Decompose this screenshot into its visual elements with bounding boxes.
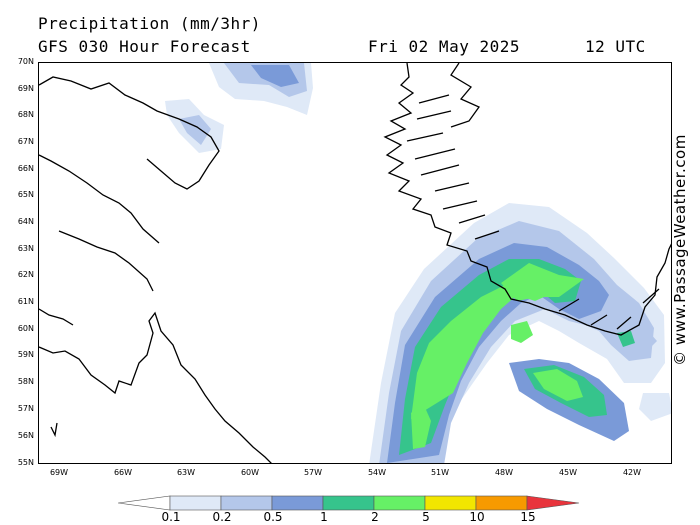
lat-label: 55N bbox=[17, 458, 34, 467]
precip-area-main-peak bbox=[411, 275, 553, 419]
lat-label: 64N bbox=[17, 217, 34, 226]
colorbar-label: 0.5 bbox=[263, 510, 283, 524]
colorbar-label: 0.1 bbox=[161, 510, 181, 524]
lat-label: 69N bbox=[17, 84, 34, 93]
lat-label: 60N bbox=[17, 324, 34, 333]
coast-greenland-fjords bbox=[406, 94, 660, 330]
lat-label: 56N bbox=[17, 431, 34, 440]
map-canvas bbox=[39, 63, 671, 463]
coast-small-island bbox=[50, 422, 58, 438]
lat-label: 58N bbox=[17, 377, 34, 386]
colorbar-label: 0.2 bbox=[212, 510, 232, 524]
lon-label: 63W bbox=[176, 468, 196, 477]
lat-label: 59N bbox=[17, 350, 34, 359]
precip-area-north-peak bbox=[251, 65, 299, 87]
lon-label: 42W bbox=[622, 468, 642, 477]
colorbar-cell bbox=[169, 495, 222, 511]
lat-label: 68N bbox=[17, 110, 34, 119]
chart-title: Precipitation (mm/3hr) bbox=[38, 14, 261, 33]
precipitation-map bbox=[38, 62, 672, 464]
lon-label: 51W bbox=[430, 468, 450, 477]
colorbar-cell bbox=[475, 495, 528, 511]
forecast-date: Fri 02 May 2025 bbox=[368, 37, 520, 56]
lat-label: 62N bbox=[17, 270, 34, 279]
colorbar-cell bbox=[373, 495, 426, 511]
colorbar bbox=[118, 495, 580, 511]
lon-label: 45W bbox=[558, 468, 578, 477]
colorbar-cell bbox=[322, 495, 375, 511]
coast-baffin-north bbox=[39, 76, 220, 190]
precip-area-main-high bbox=[399, 259, 581, 455]
lon-label: 54W bbox=[367, 468, 387, 477]
lat-label: 70N bbox=[17, 57, 34, 66]
colorbar-label: 10 bbox=[469, 510, 485, 524]
coast-labrador bbox=[39, 311, 272, 463]
colorbar-label: 1 bbox=[320, 510, 328, 524]
precip-area-ridge bbox=[501, 263, 584, 301]
forecast-time: 12 UTC bbox=[585, 37, 646, 56]
colorbar-cell bbox=[271, 495, 324, 511]
coast-greenland-east bbox=[450, 63, 480, 128]
coast-hudson-strait bbox=[39, 308, 74, 326]
precip-area-east-lobe-peak bbox=[533, 369, 583, 401]
colorbar-label: 5 bbox=[422, 510, 430, 524]
lat-label: 65N bbox=[17, 190, 34, 199]
site-credit: © www.PassageWeather.com bbox=[671, 134, 689, 366]
coastlines bbox=[39, 63, 671, 463]
coast-greenland bbox=[383, 63, 671, 336]
colorbar-cell bbox=[220, 495, 273, 511]
lat-label: 67N bbox=[17, 137, 34, 146]
coast-baffin-south bbox=[39, 154, 160, 292]
colorbar-label: 2 bbox=[371, 510, 379, 524]
colorbar-cell bbox=[424, 495, 477, 511]
lon-label: 57W bbox=[303, 468, 323, 477]
lat-label: 66N bbox=[17, 164, 34, 173]
precip-area-south-peak bbox=[411, 403, 431, 449]
colorbar-cell bbox=[526, 495, 580, 511]
lon-label: 48W bbox=[494, 468, 514, 477]
lon-label: 60W bbox=[240, 468, 260, 477]
chart-subtitle: GFS 030 Hour Forecast bbox=[38, 37, 251, 56]
lat-label: 61N bbox=[17, 297, 34, 306]
colorbar-label: 15 bbox=[520, 510, 536, 524]
precip-shading bbox=[165, 63, 671, 463]
lat-label: 57N bbox=[17, 404, 34, 413]
colorbar-cell bbox=[118, 495, 171, 511]
precip-area-east-edge bbox=[639, 393, 671, 421]
lon-label: 69W bbox=[49, 468, 69, 477]
lat-label: 63N bbox=[17, 244, 34, 253]
lon-label: 66W bbox=[113, 468, 133, 477]
precip-area-center-blob bbox=[511, 321, 533, 343]
